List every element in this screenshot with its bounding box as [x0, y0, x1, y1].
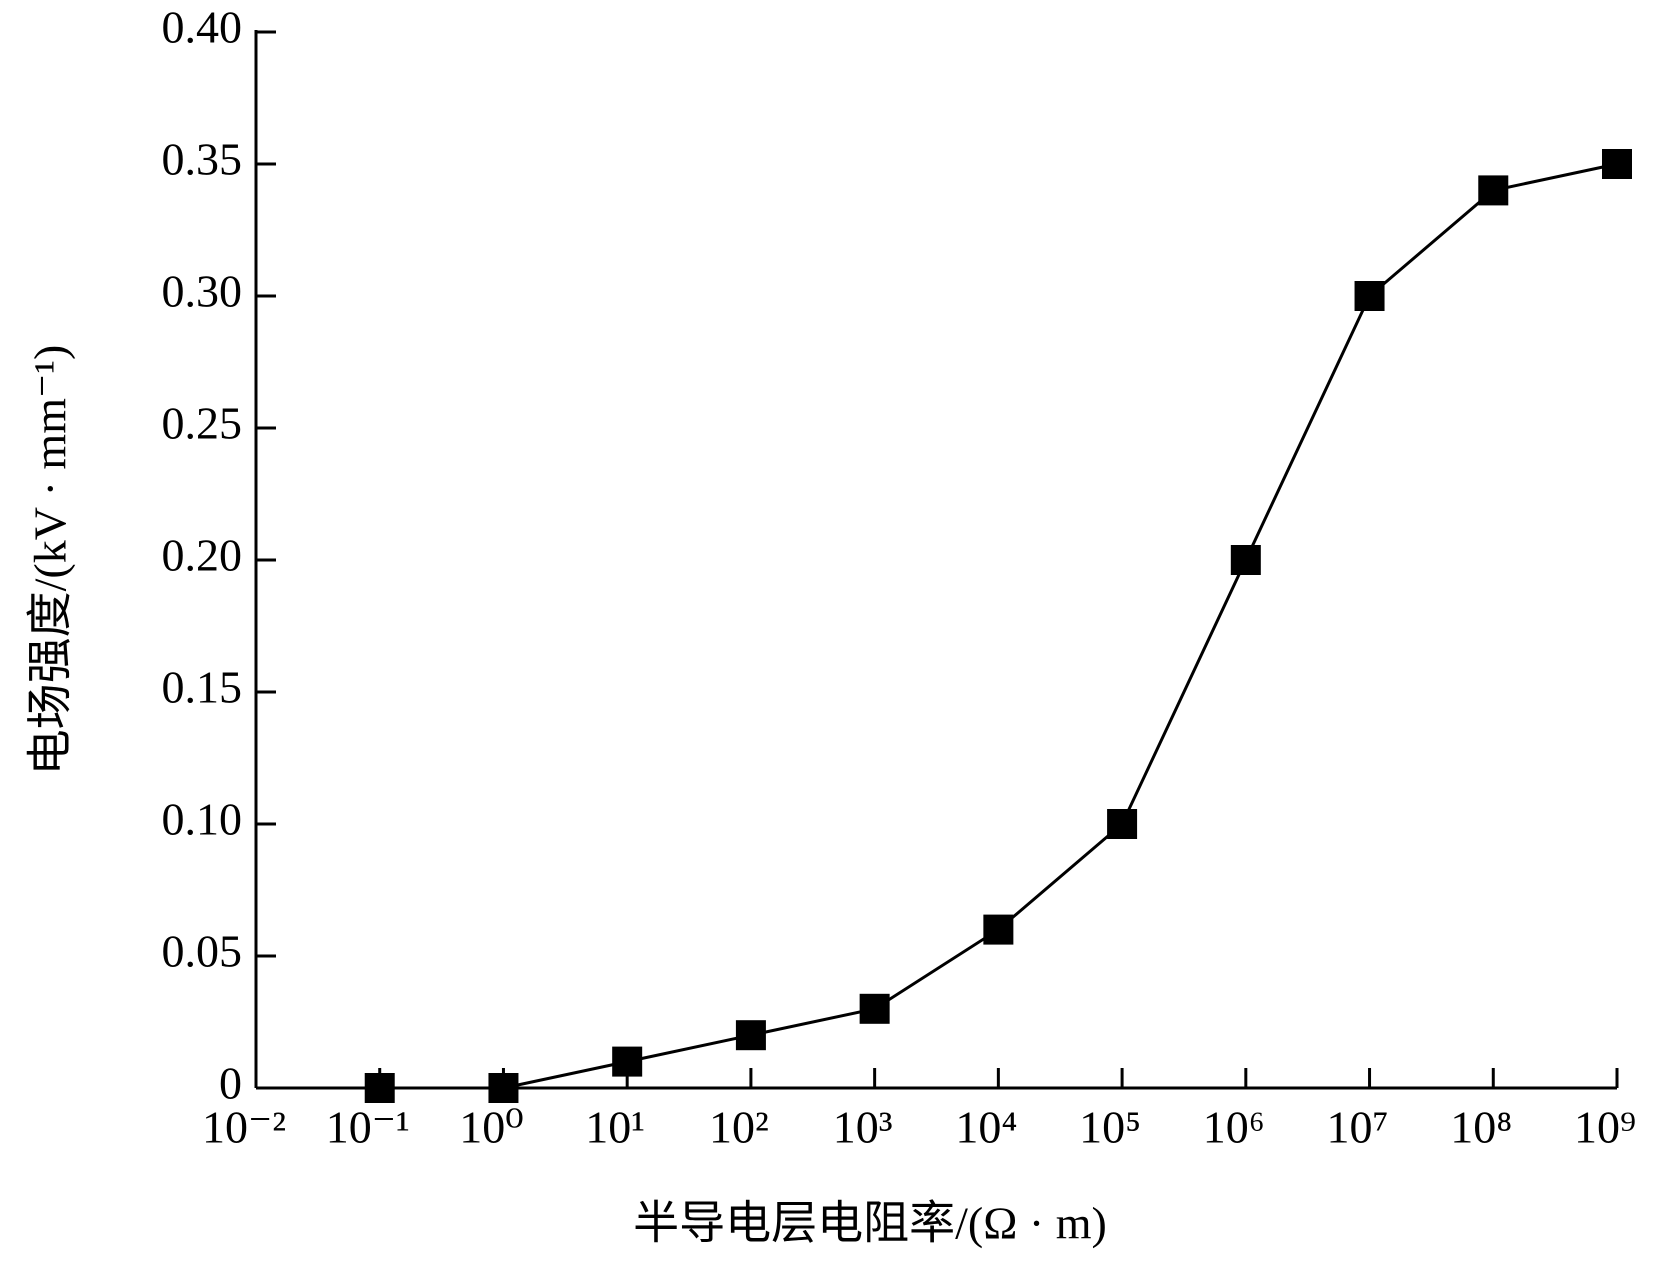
y-tick-label: 0.30	[162, 266, 243, 317]
x-tick-label: 10⁷	[1327, 1102, 1389, 1153]
x-axis-label: 半导电层电阻率/(Ω · m)	[633, 1198, 1107, 1249]
data-marker	[364, 1073, 395, 1103]
x-tick-label: 10⁸	[1450, 1102, 1512, 1153]
data-marker	[612, 1046, 643, 1077]
x-tick-label: 10⁵	[1079, 1102, 1141, 1153]
data-marker	[1230, 545, 1261, 575]
y-tick-label: 0	[219, 1058, 242, 1109]
y-axis-label: 电场强度/(kV · mm⁻¹)	[25, 345, 76, 776]
y-tick-label: 0.10	[162, 794, 243, 845]
x-tick-label: 10¹	[585, 1102, 645, 1153]
x-tick-label: 10⁰	[459, 1102, 523, 1153]
data-marker	[983, 914, 1014, 945]
data-line	[379, 162, 1618, 1090]
data-marker	[488, 1073, 519, 1103]
y-tick-label: 0.35	[162, 134, 243, 185]
y-tick-label: 0.15	[162, 662, 243, 713]
y-tick-label: 0.20	[162, 530, 243, 581]
x-tick-label: 10⁶	[1203, 1102, 1265, 1153]
x-tick-label: 10⁴	[955, 1102, 1017, 1153]
x-tick-label: 10⁹	[1574, 1102, 1636, 1153]
data-marker	[1602, 149, 1632, 179]
x-tick-label: 10²	[709, 1102, 769, 1153]
data-marker	[859, 993, 890, 1024]
y-tick-label: 0.25	[162, 398, 243, 449]
x-tick-label: 10³	[833, 1102, 893, 1153]
x-tick-label: 10⁻²	[202, 1102, 286, 1153]
y-tick-label: 0.40	[162, 2, 243, 53]
data-marker	[1354, 281, 1385, 311]
x-tick-label: 10⁻¹	[326, 1102, 410, 1153]
data-marker	[1107, 809, 1138, 839]
data-marker	[1478, 175, 1509, 206]
y-tick-label: 0.05	[162, 926, 243, 977]
data-marker	[735, 1020, 766, 1051]
